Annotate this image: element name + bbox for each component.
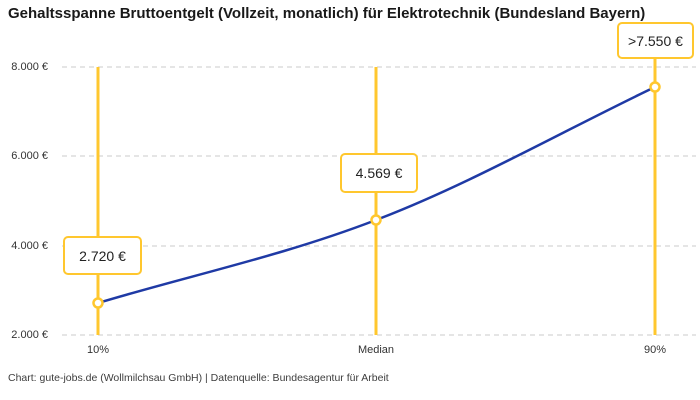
value-label-box-90: >7.550 € <box>617 22 694 59</box>
data-point-10 <box>92 297 104 309</box>
data-point-median <box>370 214 382 226</box>
value-label-box-median: 4.569 € <box>340 153 418 193</box>
data-point-90 <box>649 81 661 93</box>
chart-source-footer: Chart: gute-jobs.de (Wollmilchsau GmbH) … <box>8 372 389 384</box>
x-axis-tick-label-90: 90% <box>643 344 667 356</box>
y-axis-tick-label-8000: 8.000 € <box>11 61 48 73</box>
y-axis-tick-label-6000: 6.000 € <box>11 150 48 162</box>
value-label-90: >7.550 € <box>628 32 683 49</box>
value-label-10: 2.720 € <box>79 247 126 264</box>
x-axis-tick-label-median: Median <box>357 344 395 356</box>
x-axis-tick-label-10: 10% <box>86 344 110 356</box>
chart-title: Gehaltsspanne Bruttoentgelt (Vollzeit, m… <box>8 5 646 22</box>
value-label-box-10: 2.720 € <box>63 236 142 275</box>
value-label-median: 4.569 € <box>355 165 403 181</box>
y-axis-tick-label-4000: 4.000 € <box>11 240 48 252</box>
y-axis-tick-label-2000: 2.000 € <box>11 329 48 341</box>
